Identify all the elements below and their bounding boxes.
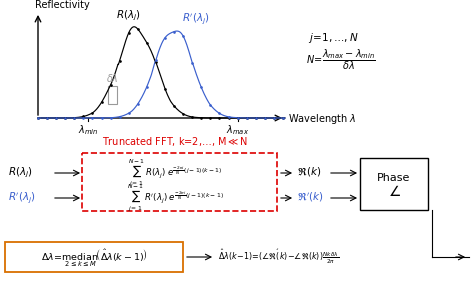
Text: $j\!=\!1,\ldots, N$: $j\!=\!1,\ldots, N$ — [308, 31, 358, 45]
Bar — [5, 242, 183, 272]
Text: $N\!=\!\dfrac{\lambda_{max}-\lambda_{min}}{\delta\lambda}$: $N\!=\!\dfrac{\lambda_{max}-\lambda_{min… — [306, 48, 376, 72]
Text: $\sum_{j=1}^{N-1}\,R'(\lambda_j)\;e^{\frac{-2\pi i}{N}(j-1)(k-1)}$: $\sum_{j=1}^{N-1}\,R'(\lambda_j)\;e^{\fr… — [127, 183, 223, 213]
Text: $\lambda_{min}$: $\lambda_{min}$ — [78, 123, 98, 137]
Text: $\hat{\Delta}\lambda(k\!-\!1)\!=\!(\angle\mathfrak{R}\'(k)\!-\!\angle\mathfrak{R: $\hat{\Delta}\lambda(k\!-\!1)\!=\!(\angl… — [218, 248, 339, 266]
Text: $R'(\lambda_j)$: $R'(\lambda_j)$ — [8, 191, 36, 205]
Text: $R'(\lambda_j)$: $R'(\lambda_j)$ — [182, 11, 210, 26]
Text: Reflectivity: Reflectivity — [35, 0, 90, 10]
Text: Phase: Phase — [377, 173, 410, 183]
Text: $\lambda_{max}$: $\lambda_{max}$ — [227, 123, 249, 137]
Bar — [108, 86, 117, 104]
Bar — [82, 153, 277, 211]
Text: Truncated FFT, k=2,$\ldots$, M$\ll$N: Truncated FFT, k=2,$\ldots$, M$\ll$N — [102, 135, 248, 148]
Text: Wavelength $\lambda$: Wavelength $\lambda$ — [288, 112, 356, 126]
Text: $\delta\lambda$: $\delta\lambda$ — [106, 72, 119, 84]
Bar — [360, 158, 428, 210]
Text: $\mathfrak{R}'(k)$: $\mathfrak{R}'(k)$ — [297, 190, 324, 204]
Text: $\Delta\lambda\!=\!\underset{2\leq k\leq M}{\mathrm{median}}\!\left(\hat{\Delta}: $\Delta\lambda\!=\!\underset{2\leq k\leq… — [41, 247, 147, 269]
Text: $\mathfrak{R}(k)$: $\mathfrak{R}(k)$ — [297, 166, 321, 179]
Text: $\angle$: $\angle$ — [388, 185, 401, 199]
Text: $\sum_{j=1}^{N-1}\,R(\lambda_j)\;e^{\frac{-2\pi i}{N}(j-1)(k-1)}$: $\sum_{j=1}^{N-1}\,R(\lambda_j)\;e^{\fra… — [128, 158, 222, 188]
Text: $R(\lambda_j)$: $R(\lambda_j)$ — [8, 166, 33, 180]
Text: $R(\lambda_j)$: $R(\lambda_j)$ — [117, 9, 141, 23]
